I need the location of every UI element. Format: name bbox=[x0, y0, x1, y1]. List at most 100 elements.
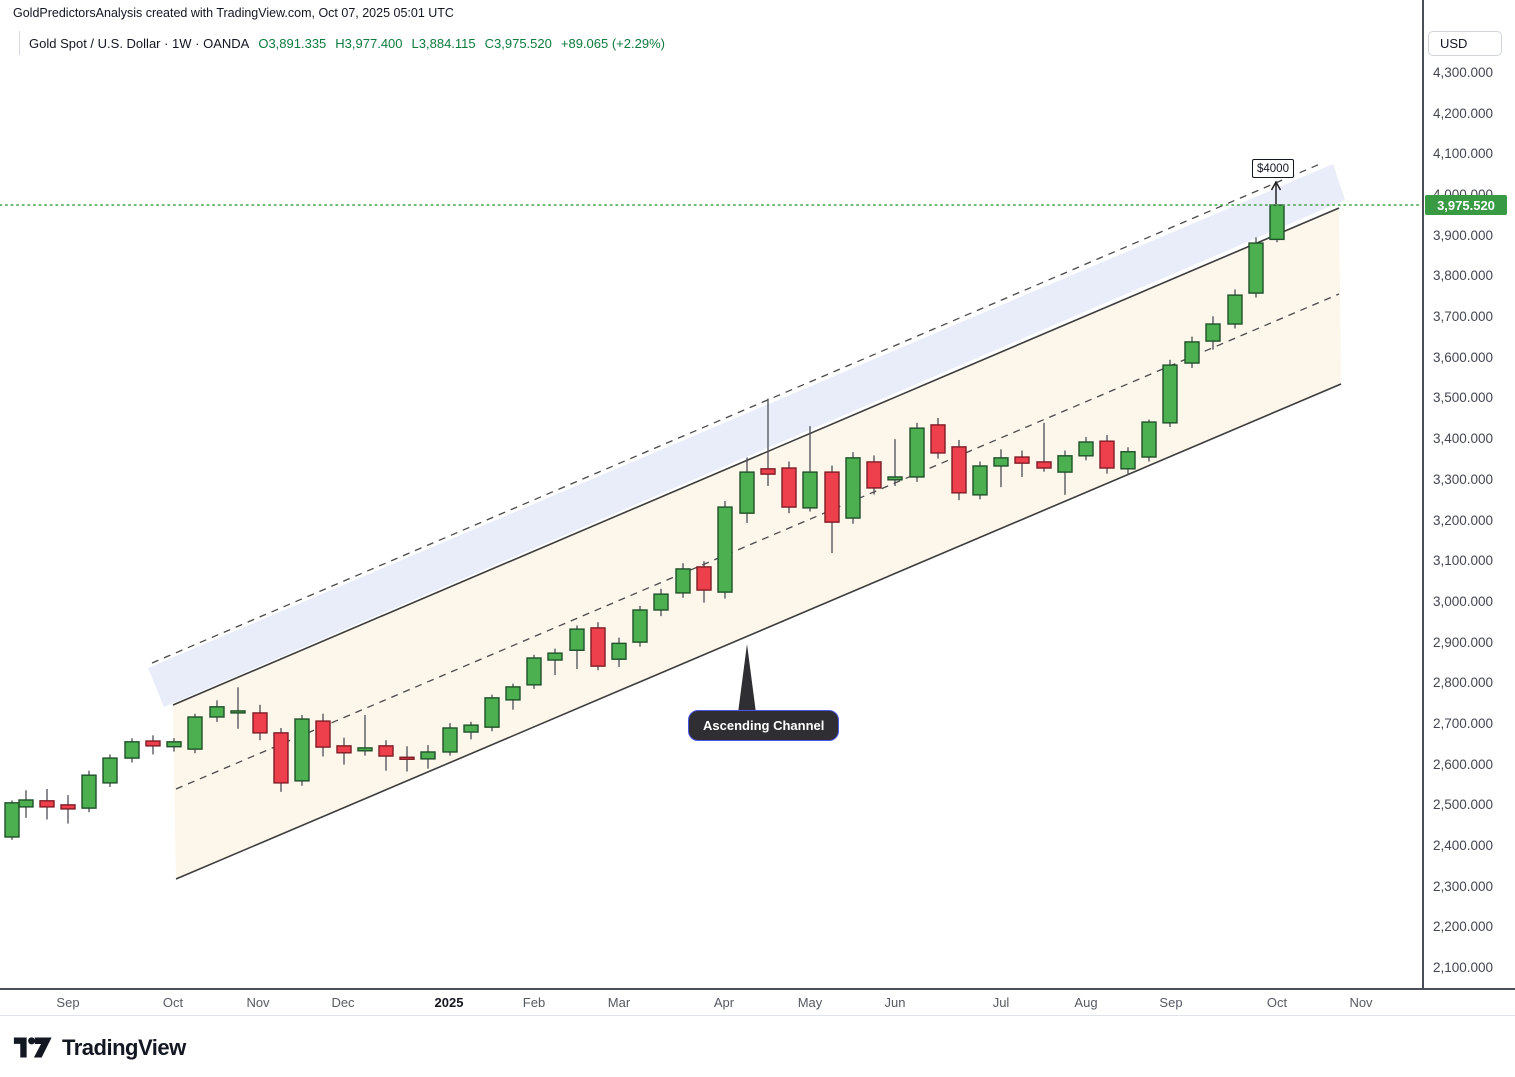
candlestick bbox=[102, 754, 118, 787]
candle-body-up bbox=[909, 427, 925, 478]
candle-body-up bbox=[675, 568, 691, 594]
time-axis[interactable]: Sep Oct Nov Dec 2025 Feb Mar Apr May Jun Jul Aug Sep… bbox=[0, 988, 1515, 1016]
candle-body-down bbox=[399, 756, 415, 760]
ohlc-low: L3,884.115 bbox=[411, 35, 476, 51]
candle-body-up bbox=[18, 799, 34, 808]
candle-body-down bbox=[1036, 461, 1052, 469]
price-tick-label: 3,900.000 bbox=[1433, 227, 1494, 243]
candlestick bbox=[951, 439, 967, 501]
price-tick-label: 4,100.000 bbox=[1433, 146, 1494, 162]
candlestick bbox=[1099, 435, 1115, 474]
candlestick bbox=[1120, 447, 1136, 475]
price-tick-label: 3,100.000 bbox=[1433, 553, 1494, 569]
tradingview-logo[interactable]: TradingView bbox=[13, 1032, 186, 1063]
candlestick bbox=[1227, 289, 1243, 329]
time-tick-label: 2025 bbox=[434, 995, 464, 1010]
candle-body-up bbox=[739, 471, 755, 514]
candlestick bbox=[824, 465, 840, 554]
candlestick bbox=[1248, 237, 1264, 298]
candlestick bbox=[336, 737, 352, 765]
candlestick bbox=[760, 398, 776, 486]
candlestick bbox=[252, 704, 268, 741]
candlestick bbox=[1205, 316, 1221, 350]
candlestick bbox=[39, 789, 55, 820]
candle-body-up bbox=[569, 628, 585, 651]
candlestick bbox=[802, 426, 818, 512]
candlestick bbox=[315, 713, 331, 757]
candlestick bbox=[60, 795, 76, 824]
candle-body-up bbox=[294, 718, 310, 782]
candlestick bbox=[611, 637, 627, 667]
candle-body-up bbox=[993, 457, 1009, 467]
chart-legend: Gold Spot / U.S. Dollar · 1W · OANDA O3,… bbox=[19, 31, 665, 55]
candle-body-down bbox=[315, 720, 331, 748]
price-tick-label: 3,600.000 bbox=[1433, 349, 1494, 365]
candle-body-down bbox=[252, 712, 268, 734]
ohlc-open: O3,891.335 bbox=[258, 35, 327, 51]
candle-body-down bbox=[273, 732, 289, 784]
time-tick-label: Apr bbox=[713, 995, 735, 1010]
candlestick bbox=[887, 439, 903, 486]
tooltip-pointer bbox=[738, 644, 756, 713]
candle-body-down bbox=[760, 468, 776, 475]
candlestick bbox=[909, 422, 925, 482]
candle-body-up bbox=[187, 716, 203, 750]
candlestick bbox=[739, 457, 755, 523]
candlestick bbox=[505, 683, 521, 710]
candlestick bbox=[484, 694, 500, 732]
price-tick-label: 3,500.000 bbox=[1433, 390, 1494, 406]
ohlc-close: C3,975.520 bbox=[484, 35, 552, 51]
candle-body-up bbox=[463, 724, 479, 733]
channel-middle-dashed-line[interactable] bbox=[175, 293, 1340, 790]
candlestick bbox=[1057, 450, 1073, 495]
change-value: +89.065 (+2.29%) bbox=[560, 35, 665, 51]
candle-body-down bbox=[378, 745, 394, 757]
price-tick-label: 4,300.000 bbox=[1433, 65, 1494, 80]
candle-body-down bbox=[866, 461, 882, 489]
tradingview-logo-icon bbox=[13, 1037, 52, 1058]
candlestick bbox=[378, 740, 394, 771]
candle-body-up bbox=[505, 686, 521, 701]
currency-button[interactable]: USD bbox=[1428, 31, 1502, 56]
candle-body-up bbox=[357, 747, 373, 752]
price-tick-label: 3,300.000 bbox=[1433, 471, 1494, 487]
channel-upper-dashed-line[interactable] bbox=[151, 163, 1321, 664]
candle-body-up bbox=[1078, 441, 1094, 457]
candlestick bbox=[972, 461, 988, 500]
channel-upper-band bbox=[148, 164, 1345, 707]
attribution-text: GoldPredictorsAnalysis created with Trad… bbox=[13, 6, 454, 20]
candlestick bbox=[1162, 359, 1178, 427]
candlestick bbox=[1078, 437, 1094, 461]
candle-body-up bbox=[526, 657, 542, 686]
ascending-channel-label[interactable]: Ascending Channel bbox=[688, 710, 840, 741]
candle-body-up bbox=[1162, 364, 1178, 424]
time-tick-label: Nov bbox=[1349, 995, 1373, 1010]
candle-body-up bbox=[611, 642, 627, 660]
candlestick bbox=[930, 417, 946, 459]
candle-body-down bbox=[1099, 440, 1115, 469]
price-axis[interactable]: USD 3,975.520 4,300.000 4,200.000 4,100.00… bbox=[1422, 0, 1515, 1013]
last-price-badge: 3,975.520 bbox=[1425, 195, 1507, 215]
candle-body-up bbox=[972, 465, 988, 496]
time-tick-label: Oct bbox=[162, 995, 184, 1010]
price-tick-label: 2,800.000 bbox=[1433, 675, 1494, 691]
channel-top-line[interactable] bbox=[172, 207, 1340, 706]
price-tick-label: 3,000.000 bbox=[1433, 593, 1494, 609]
candle-body-up bbox=[166, 741, 182, 748]
time-tick-label: Dec bbox=[331, 995, 355, 1010]
price-tick-label: 3,700.000 bbox=[1433, 309, 1494, 325]
price-tick-label: 2,500.000 bbox=[1433, 797, 1494, 813]
candle-body-up bbox=[1184, 341, 1200, 364]
candlestick bbox=[547, 648, 563, 676]
channel-bottom-line[interactable] bbox=[175, 383, 1342, 880]
time-tick-label: Sep bbox=[1159, 995, 1183, 1010]
candlestick bbox=[442, 723, 458, 756]
price-tick-label: 3,800.000 bbox=[1433, 268, 1494, 284]
symbol-title[interactable]: Gold Spot / U.S. Dollar · 1W · OANDA bbox=[29, 35, 250, 51]
target-arrow-head bbox=[1270, 180, 1282, 191]
candle-body-up bbox=[1248, 242, 1264, 294]
price-target-label[interactable]: $4000 bbox=[1252, 159, 1294, 178]
candle-body-up bbox=[1269, 204, 1285, 241]
time-tick-label: Sep bbox=[56, 995, 80, 1010]
